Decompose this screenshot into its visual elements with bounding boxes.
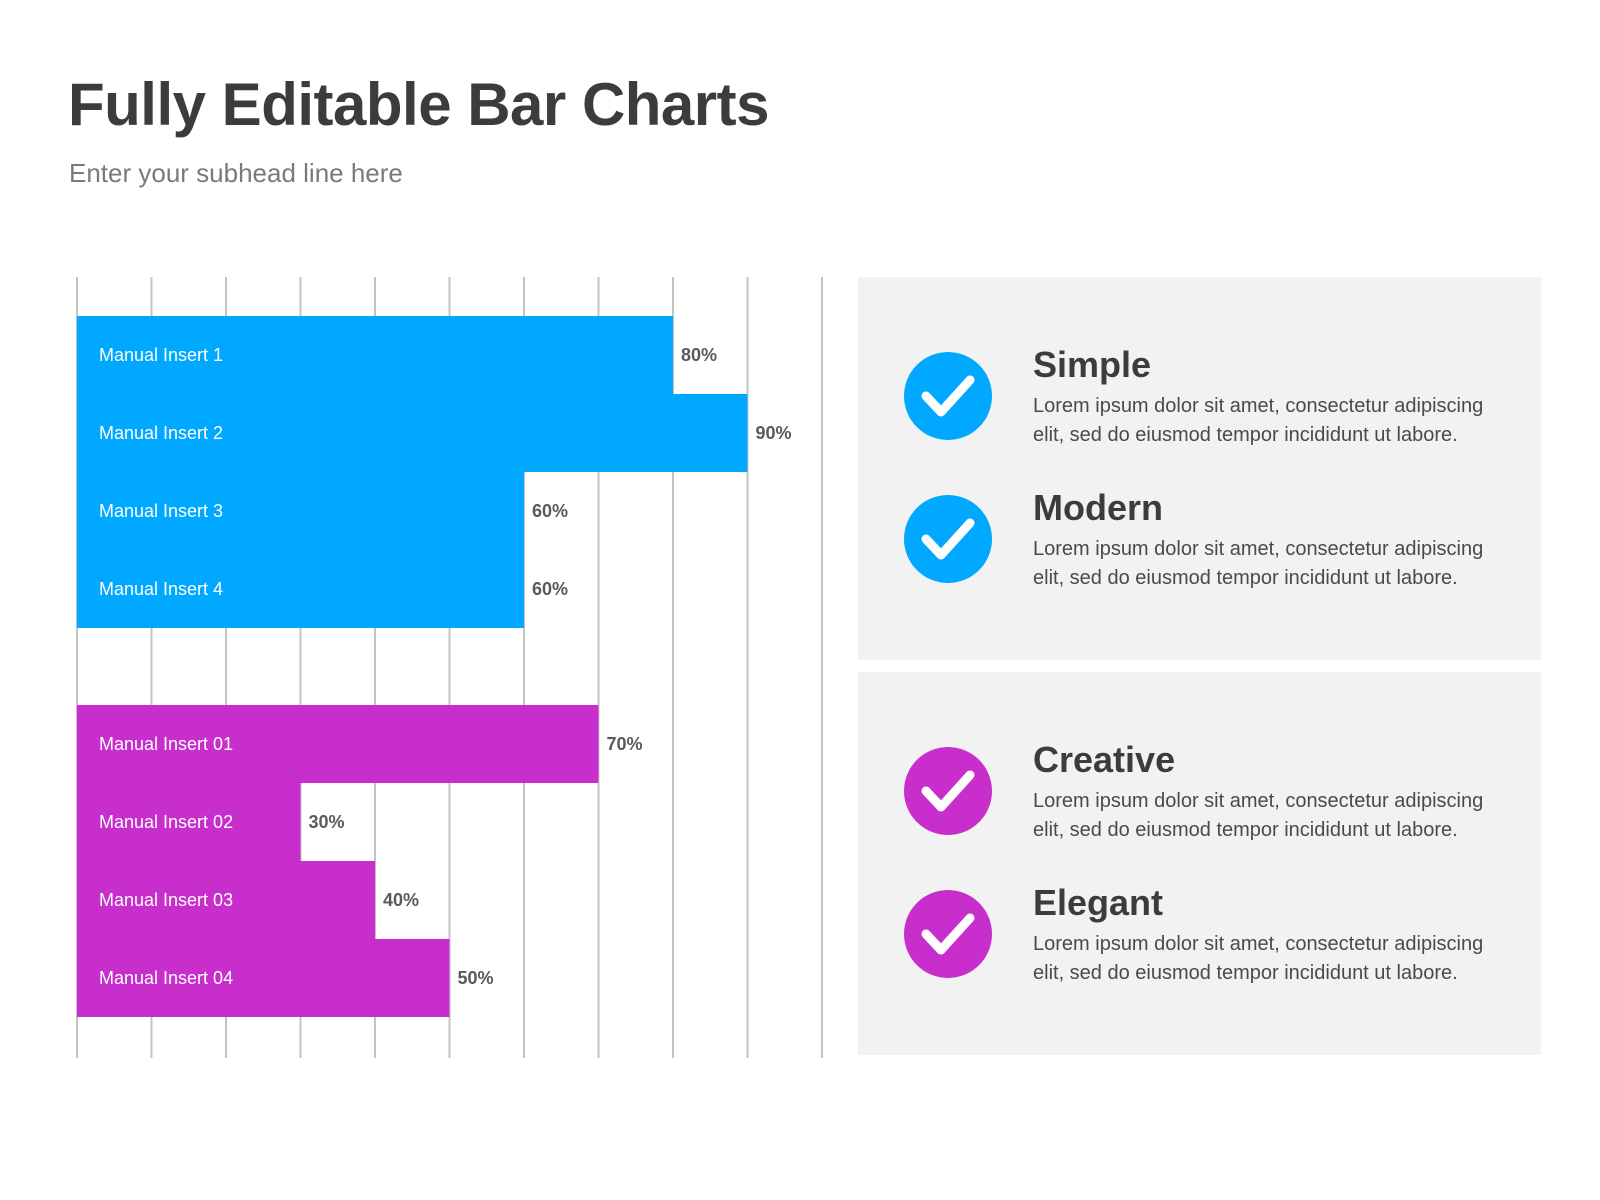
bar-value-label: 50% [458, 968, 494, 988]
feature-text: Lorem ipsum dolor sit amet, consectetur … [1033, 395, 1484, 446]
bar-category-label: Manual Insert 3 [99, 501, 223, 521]
bar [77, 939, 450, 1017]
feature-text: Lorem ipsum dolor sit amet, consectetur … [1033, 933, 1484, 984]
feature-title: Elegant [1033, 882, 1164, 923]
feature-title: Simple [1033, 344, 1152, 385]
bar-category-label: Manual Insert 02 [99, 812, 233, 832]
check-circle-icon [904, 352, 992, 440]
bar-value-label: 80% [681, 345, 717, 365]
check-circle-icon [904, 890, 992, 978]
bar-value-label: 30% [309, 812, 345, 832]
bar [77, 705, 599, 783]
feature-elegant: Elegant Lorem ipsum dolor sit amet, cons… [858, 882, 1541, 990]
bar-category-label: Manual Insert 4 [99, 579, 223, 599]
feature-text: Lorem ipsum dolor sit amet, consectetur … [1033, 790, 1484, 841]
bar-value-label: 60% [532, 501, 568, 521]
bar [77, 861, 375, 939]
feature-modern: Modern Lorem ipsum dolor sit amet, conse… [858, 487, 1541, 595]
bar [77, 472, 524, 550]
feature-title: Creative [1033, 739, 1176, 780]
bar-value-label: 40% [383, 890, 419, 910]
bar [77, 783, 301, 861]
page-subtitle: Enter your subhead line here [69, 158, 403, 188]
bar [77, 394, 748, 472]
bar-value-label: 90% [756, 423, 792, 443]
check-circle-icon [904, 747, 992, 835]
bar [77, 550, 524, 628]
feature-panel-top: Simple Lorem ipsum dolor sit amet, conse… [858, 277, 1541, 660]
feature-title: Modern [1033, 487, 1163, 528]
bar-category-label: Manual Insert 2 [99, 423, 223, 443]
feature-simple: Simple Lorem ipsum dolor sit amet, conse… [858, 344, 1541, 452]
bar-chart: Manual Insert 1 80% Manual Insert 2 90% Manu… [76, 277, 823, 1058]
check-circle-icon [904, 495, 992, 583]
feature-panel-bottom: Creative Lorem ipsum dolor sit amet, con… [858, 672, 1541, 1055]
bar [77, 316, 673, 394]
feature-creative: Creative Lorem ipsum dolor sit amet, con… [858, 739, 1541, 847]
bar-value-label: 70% [607, 734, 643, 754]
bar-category-label: Manual Insert 03 [99, 890, 233, 910]
bar-category-label: Manual Insert 01 [99, 734, 233, 754]
bar-category-label: Manual Insert 1 [99, 345, 223, 365]
bar-value-label: 60% [532, 579, 568, 599]
feature-text: Lorem ipsum dolor sit amet, consectetur … [1033, 538, 1484, 589]
page-title: Fully Editable Bar Charts [68, 71, 770, 138]
bar-category-label: Manual Insert 04 [99, 968, 233, 988]
